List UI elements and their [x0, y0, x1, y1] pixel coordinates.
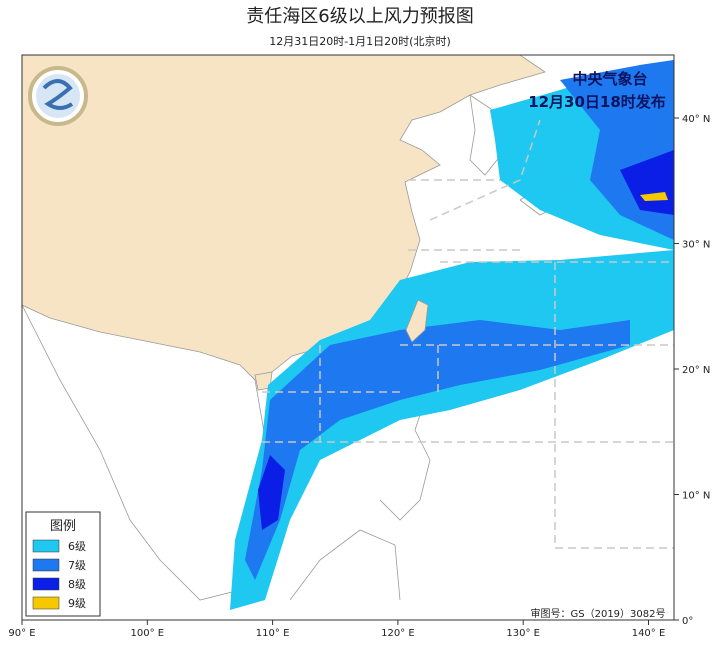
title: 责任海区6级以上风力预报图 [246, 6, 473, 27]
land-borneo [289, 529, 401, 601]
legend-swatch [32, 577, 60, 591]
legend-swatch [32, 539, 60, 553]
legend-label: 6级 [68, 540, 86, 553]
legend-swatch [32, 558, 60, 572]
approval-number: 审图号：GS（2019）3082号 [531, 607, 666, 620]
lon-label: 100° E [131, 628, 165, 639]
land-taiwan [405, 299, 429, 343]
lat-label: 30° N [682, 240, 710, 251]
lat-label: 40° N [682, 114, 710, 125]
legend-items: 6级 7级 8级 9级 [32, 539, 86, 610]
lat-labels: 40° N 30° N 20° N 10° N 0° [674, 114, 710, 627]
wind-area [258, 455, 285, 530]
legend-swatch [32, 596, 60, 610]
lat-label: 10° N [682, 491, 710, 502]
map-frame [21, 54, 675, 621]
map-area [22, 55, 674, 620]
sea-boundaries [262, 119, 674, 549]
logo [28, 66, 88, 126]
lon-label: 140° E [632, 628, 666, 639]
wind-area [245, 320, 630, 580]
legend-title: 图例 [50, 519, 76, 534]
legend-label: 7级 [68, 559, 86, 572]
issue-time: 12月30日18时发布 [528, 93, 666, 111]
wind-area [640, 192, 668, 201]
legend-label: 8级 [68, 578, 86, 591]
lon-label: 90° E [8, 628, 35, 639]
legend: 图例 6级 7级 8级 9级 [25, 511, 101, 617]
subtitle: 12月31日20时-1月1日20时(北京时) [269, 34, 451, 48]
wind-areas [230, 60, 674, 610]
lat-label: 0° [682, 616, 693, 627]
lon-labels: 90° E 100° E 110° E 120° E 130° E 140° E [8, 620, 665, 639]
lat-label: 20° N [682, 365, 710, 376]
legend-label: 9级 [68, 597, 86, 610]
agency: 中央气象台 [572, 70, 647, 88]
lon-label: 120° E [381, 628, 415, 639]
land-china [22, 55, 546, 381]
lon-label: 130° E [506, 628, 540, 639]
lon-label: 110° E [256, 628, 290, 639]
